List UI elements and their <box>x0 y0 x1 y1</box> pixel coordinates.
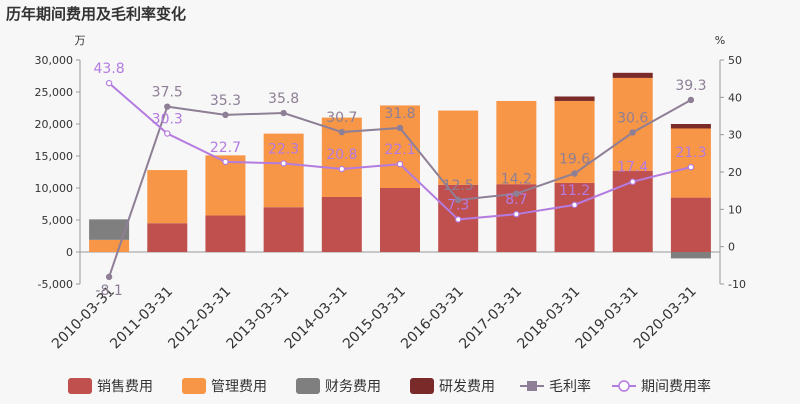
legend-swatch-研发费用 <box>410 378 434 394</box>
legend-swatch-财务费用 <box>296 378 320 394</box>
data-label-期间费用率: 43.8 <box>94 61 125 77</box>
bar-销售费用 <box>554 182 595 252</box>
legend-label-期间费用率: 期间费用率 <box>641 378 711 395</box>
data-label-毛利率: 35.3 <box>210 93 241 109</box>
bar-财务费用 <box>89 219 130 240</box>
bar-销售费用 <box>670 197 711 252</box>
left-tick-label: 0 <box>66 246 73 259</box>
bar-管理费用 <box>670 128 711 198</box>
right-tick-label: 20 <box>728 166 742 179</box>
point-期间费用率 <box>571 201 578 209</box>
data-label-期间费用率: 7.3 <box>447 197 469 213</box>
data-label-期间费用率: 30.3 <box>152 112 183 128</box>
bar-销售费用 <box>321 196 362 252</box>
bar-研发费用 <box>670 124 711 129</box>
bar-销售费用 <box>380 188 420 252</box>
bar-财务费用 <box>670 252 711 259</box>
legend-label-管理费用: 管理费用 <box>211 379 267 395</box>
left-tick-label: 5,000 <box>42 214 74 227</box>
data-label-毛利率: 37.5 <box>152 85 183 101</box>
data-label-毛利率: 30.7 <box>326 110 357 126</box>
point-毛利率 <box>396 124 404 132</box>
bar-销售费用 <box>147 223 188 252</box>
point-期间费用率 <box>454 216 462 223</box>
bar-销售费用 <box>205 215 246 252</box>
data-label-毛利率: 30.6 <box>617 110 648 126</box>
point-期间费用率 <box>105 79 113 87</box>
data-label-期间费用率: 20.8 <box>326 147 357 163</box>
bar-管理费用 <box>496 100 537 185</box>
right-tick-label: 50 <box>728 54 742 67</box>
point-毛利率 <box>222 111 229 119</box>
right-tick-label: -10 <box>728 278 746 291</box>
point-毛利率 <box>687 96 695 104</box>
bar-管理费用 <box>89 239 130 252</box>
left-tick-label: 10,000 <box>35 182 74 195</box>
left-tick-label: -5,000 <box>38 278 73 291</box>
bar-管理费用 <box>263 133 304 208</box>
legend-swatch-管理费用 <box>182 378 206 394</box>
data-label-毛利率: 35.8 <box>268 91 299 107</box>
legend-label-研发费用: 研发费用 <box>439 379 495 395</box>
right-tick-label: 30 <box>728 129 742 142</box>
data-label-期间费用率: 8.7 <box>505 192 527 208</box>
data-label-期间费用率: 11.2 <box>559 183 590 199</box>
legend-label-销售费用: 销售费用 <box>97 379 153 395</box>
point-毛利率 <box>338 128 346 136</box>
point-期间费用率 <box>629 178 636 185</box>
right-tick-label: 0 <box>728 241 735 254</box>
data-label-期间费用率: 22.7 <box>210 140 241 156</box>
point-期间费用率 <box>222 158 229 166</box>
point-期间费用率 <box>338 165 346 173</box>
data-label-期间费用率: 22.3 <box>268 141 299 157</box>
data-label-毛利率: 39.3 <box>675 78 706 94</box>
data-label-毛利率: 12.5 <box>443 178 474 194</box>
data-label-期间费用率: 17.4 <box>617 160 648 176</box>
bar-研发费用 <box>612 72 653 78</box>
bar-管理费用 <box>147 170 188 224</box>
legend-swatch-销售费用 <box>68 378 92 394</box>
right-tick-label: 40 <box>728 91 742 104</box>
point-期间费用率 <box>164 130 171 137</box>
data-label-期间费用率: 21.3 <box>675 145 706 161</box>
bar-研发费用 <box>554 96 595 101</box>
legend-label-财务费用: 财务费用 <box>325 379 381 395</box>
bar-管理费用 <box>554 100 595 183</box>
legend-marker-毛利率 <box>527 381 537 391</box>
point-期间费用率 <box>687 163 695 171</box>
right-axis-unit: % <box>715 34 725 47</box>
point-期间费用率 <box>396 160 404 168</box>
x-tick-label: 2020-03-31 <box>631 284 700 353</box>
left-axis-unit: 万 <box>75 34 86 47</box>
right-tick-label: 10 <box>728 203 742 216</box>
point-毛利率 <box>629 129 636 136</box>
left-tick-label: 20,000 <box>35 118 74 131</box>
bar-销售费用 <box>263 207 304 252</box>
left-tick-label: 30,000 <box>35 54 74 67</box>
legend-label-毛利率: 毛利率 <box>549 378 591 395</box>
data-label-期间费用率: 22.1 <box>384 142 415 158</box>
bar-管理费用 <box>205 155 246 216</box>
point-毛利率 <box>513 190 520 197</box>
point-期间费用率 <box>280 160 287 167</box>
point-毛利率 <box>164 103 171 110</box>
point-毛利率 <box>280 109 287 117</box>
point-毛利率 <box>571 170 578 177</box>
chart-title: 历年期间费用及毛利率变化 <box>6 5 187 23</box>
bar-管理费用 <box>380 105 420 188</box>
left-tick-label: 25,000 <box>35 86 74 99</box>
legend-marker-期间费用率 <box>618 380 630 392</box>
data-label-毛利率: 14.2 <box>501 172 532 188</box>
point-毛利率 <box>105 273 113 281</box>
point-期间费用率 <box>513 210 520 218</box>
left-tick-label: 15,000 <box>35 150 74 163</box>
bar-管理费用 <box>438 110 479 185</box>
point-毛利率 <box>454 196 462 204</box>
data-label-毛利率: 31.8 <box>384 106 415 122</box>
data-label-毛利率: 19.6 <box>559 151 590 167</box>
data-label-毛利率: -8.1 <box>95 283 122 299</box>
